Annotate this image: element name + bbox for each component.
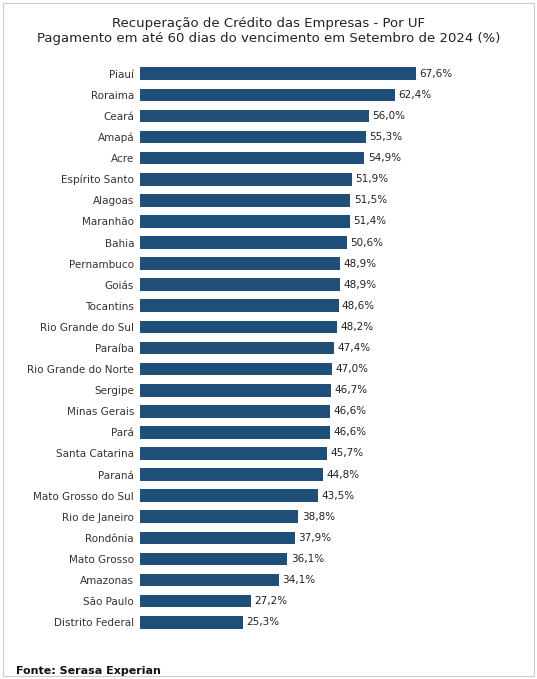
Text: 46,6%: 46,6% [333, 406, 367, 416]
Bar [140, 342, 333, 354]
Bar [140, 236, 347, 249]
Bar [140, 553, 287, 565]
Text: 34,1%: 34,1% [282, 575, 316, 585]
Text: 45,7%: 45,7% [330, 448, 363, 458]
Text: 48,6%: 48,6% [342, 301, 375, 311]
Text: 50,6%: 50,6% [350, 238, 383, 248]
Bar [140, 152, 365, 164]
Bar [140, 469, 323, 481]
Text: 56,0%: 56,0% [372, 111, 405, 121]
Text: 38,8%: 38,8% [302, 512, 335, 521]
Text: 27,2%: 27,2% [255, 596, 287, 606]
Text: 46,7%: 46,7% [334, 385, 367, 395]
Bar [140, 173, 352, 185]
Bar [140, 384, 331, 397]
Bar [140, 490, 318, 502]
Bar [140, 616, 243, 629]
Text: 48,9%: 48,9% [343, 259, 376, 269]
Bar [140, 194, 351, 206]
Bar [140, 532, 295, 544]
Bar [140, 131, 366, 143]
Bar [140, 88, 395, 101]
Bar [140, 511, 299, 523]
Bar [140, 257, 340, 270]
Bar [140, 447, 326, 460]
Text: 67,6%: 67,6% [420, 69, 453, 79]
Text: 37,9%: 37,9% [298, 533, 331, 543]
Bar [140, 278, 340, 291]
Bar [140, 299, 339, 312]
Bar [140, 595, 251, 608]
Bar [140, 574, 279, 587]
Bar [140, 426, 330, 439]
Bar [140, 363, 332, 375]
Bar [140, 109, 369, 122]
Bar [140, 320, 337, 333]
Text: Fonte: Serasa Experian: Fonte: Serasa Experian [16, 665, 161, 676]
Text: 48,9%: 48,9% [343, 280, 376, 290]
Text: 47,0%: 47,0% [335, 364, 368, 374]
Bar [140, 215, 350, 227]
Bar [140, 405, 330, 418]
Text: 51,9%: 51,9% [355, 175, 389, 184]
Text: 62,4%: 62,4% [398, 90, 432, 100]
Bar [140, 67, 416, 80]
Text: 43,5%: 43,5% [321, 491, 354, 500]
Text: 54,9%: 54,9% [368, 153, 401, 163]
Text: 55,3%: 55,3% [369, 132, 402, 142]
Text: Recuperação de Crédito das Empresas - Por UF
Pagamento em até 60 dias do vencime: Recuperação de Crédito das Empresas - Po… [37, 17, 500, 45]
Text: 44,8%: 44,8% [326, 470, 359, 479]
Text: 51,4%: 51,4% [353, 217, 387, 226]
Text: 47,4%: 47,4% [337, 343, 370, 353]
Text: 51,5%: 51,5% [354, 196, 387, 205]
Text: 46,6%: 46,6% [333, 427, 367, 437]
Text: 36,1%: 36,1% [291, 554, 324, 564]
Text: 25,3%: 25,3% [246, 617, 280, 627]
Text: 48,2%: 48,2% [340, 322, 373, 332]
